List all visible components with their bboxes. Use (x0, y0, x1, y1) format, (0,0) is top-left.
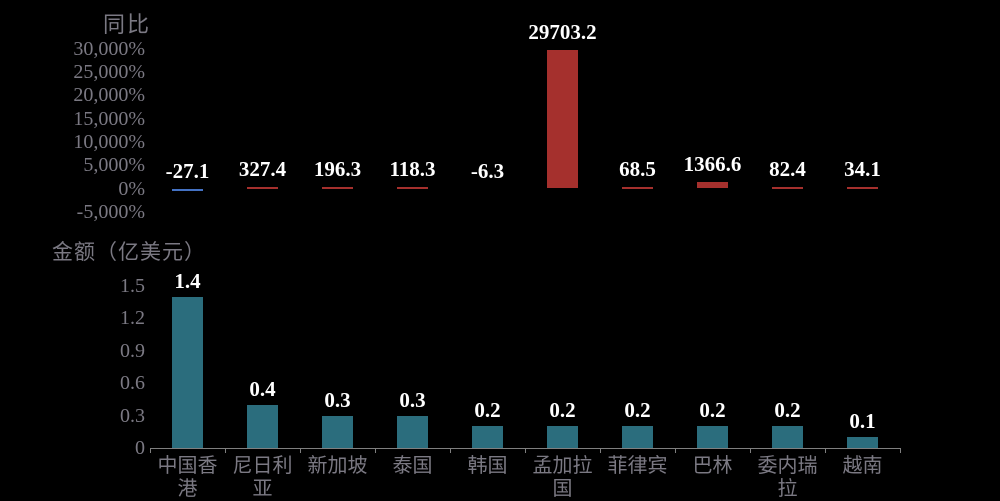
category-label: 泰国 (392, 455, 433, 477)
y-axis-tick-label: 15,000% (73, 107, 145, 130)
yoy-value-label: 118.3 (389, 156, 436, 181)
x-axis-tick-mark (450, 448, 451, 453)
category-label: 新加坡 (307, 455, 368, 477)
x-axis-tick-mark (225, 448, 226, 453)
amount-bar (397, 415, 428, 448)
amount-value-label: 0.1 (849, 409, 876, 434)
yoy-bar-positive (547, 49, 578, 189)
yoy-value-label: 327.4 (238, 156, 287, 181)
x-axis-tick-mark (825, 448, 826, 453)
x-axis-tick-mark (375, 448, 376, 453)
x-axis-tick-mark (675, 448, 676, 453)
amount-chart-title: 金额（亿美元） (52, 241, 206, 264)
amount-value-label: 0.3 (324, 387, 351, 412)
category-label: 韩国 (467, 455, 508, 477)
yoy-bar-positive (847, 186, 878, 189)
y-axis-tick-label: 1.2 (120, 307, 145, 330)
yoy-bar-negative (172, 188, 203, 191)
y-axis-tick-label: 5,000% (83, 154, 145, 177)
yoy-value-label: -27.1 (165, 158, 210, 183)
yoy-value-label: 196.3 (313, 156, 362, 181)
amount-value-label: 0.2 (774, 398, 801, 423)
amount-value-label: 1.4 (174, 268, 201, 293)
x-axis-tick-mark (600, 448, 601, 453)
yoy-value-label: 1366.6 (683, 152, 742, 177)
yoy-bar-positive (772, 186, 803, 189)
amount-bar (247, 404, 278, 448)
amount-bar (322, 415, 353, 448)
amount-bar (847, 437, 878, 448)
amount-value-label: 0.2 (699, 398, 726, 423)
category-label: 菲律宾 (607, 455, 668, 477)
yoy-bar-positive (697, 182, 728, 189)
category-label: 越南 (842, 455, 883, 477)
y-axis-tick-label: 0.3 (120, 404, 145, 427)
yoy-value-label: 34.1 (844, 156, 881, 181)
yoy-bar-positive (397, 186, 428, 189)
yoy-bar-positive (622, 186, 653, 189)
y-axis-tick-label: 20,000% (73, 84, 145, 107)
category-label: 巴林 (692, 455, 733, 477)
yoy-value-label: 82.4 (769, 156, 806, 181)
x-axis-tick-mark (750, 448, 751, 453)
amount-bar (172, 296, 203, 448)
y-axis-tick-label: -5,000% (76, 200, 145, 223)
amount-bar (697, 426, 728, 448)
category-label: 中国香港 (157, 455, 218, 500)
yoy-bar-positive (247, 186, 278, 189)
yoy-value-label: 68.5 (619, 156, 656, 181)
category-label: 孟加拉国 (532, 455, 593, 500)
y-axis-tick-label: 1.5 (120, 275, 145, 297)
amount-value-label: 0.2 (624, 398, 651, 423)
y-axis-tick-label: 0 (135, 437, 145, 459)
y-axis-tick-label: 30,000% (73, 37, 145, 60)
x-axis-tick-mark (300, 448, 301, 453)
amount-value-label: 0.2 (549, 398, 576, 423)
amount-value-label: 0.3 (399, 387, 426, 412)
y-axis-tick-label: 0.6 (120, 372, 145, 395)
amount-bar (547, 426, 578, 448)
amount-bar (772, 426, 803, 448)
y-axis-tick-label: 10,000% (73, 130, 145, 153)
x-axis-tick-mark (900, 448, 901, 453)
yoy-value-label: 29703.2 (528, 19, 597, 44)
y-axis-tick-label: 25,000% (73, 60, 145, 83)
yoy-value-label: -6.3 (470, 158, 505, 183)
y-axis-tick-label: 0.9 (120, 339, 145, 362)
amount-bar (622, 426, 653, 448)
amount-value-label: 0.2 (474, 398, 501, 423)
category-label: 委内瑞拉 (757, 455, 818, 500)
amount-value-label: 0.4 (249, 376, 276, 401)
category-label: 尼日利亚 (232, 455, 293, 500)
yoy-bar-positive (322, 186, 353, 189)
y-axis-tick-label: 0% (118, 177, 145, 200)
amount-bar (472, 426, 503, 448)
x-axis-tick-mark (150, 448, 151, 453)
x-axis-tick-mark (525, 448, 526, 453)
yoy-chart-title: 同比 (103, 12, 152, 37)
